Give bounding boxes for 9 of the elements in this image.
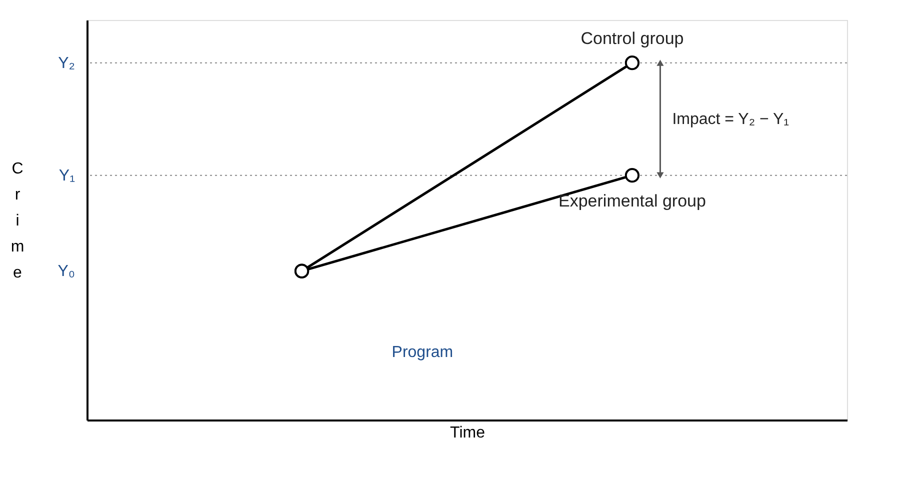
series-label: Control group <box>580 28 684 48</box>
text: Y₀ <box>58 263 75 280</box>
annotation: Impact = Y₂ − Y₁ <box>672 111 790 128</box>
ref-line-label: Y₂ <box>58 54 75 72</box>
x-axis-title: Time <box>450 424 486 442</box>
annotation: Program <box>392 344 454 361</box>
y-axis-title: Crime <box>10 160 24 282</box>
series-label: Experimental group <box>558 191 706 210</box>
ref-line-label: Y₁ <box>58 167 75 184</box>
